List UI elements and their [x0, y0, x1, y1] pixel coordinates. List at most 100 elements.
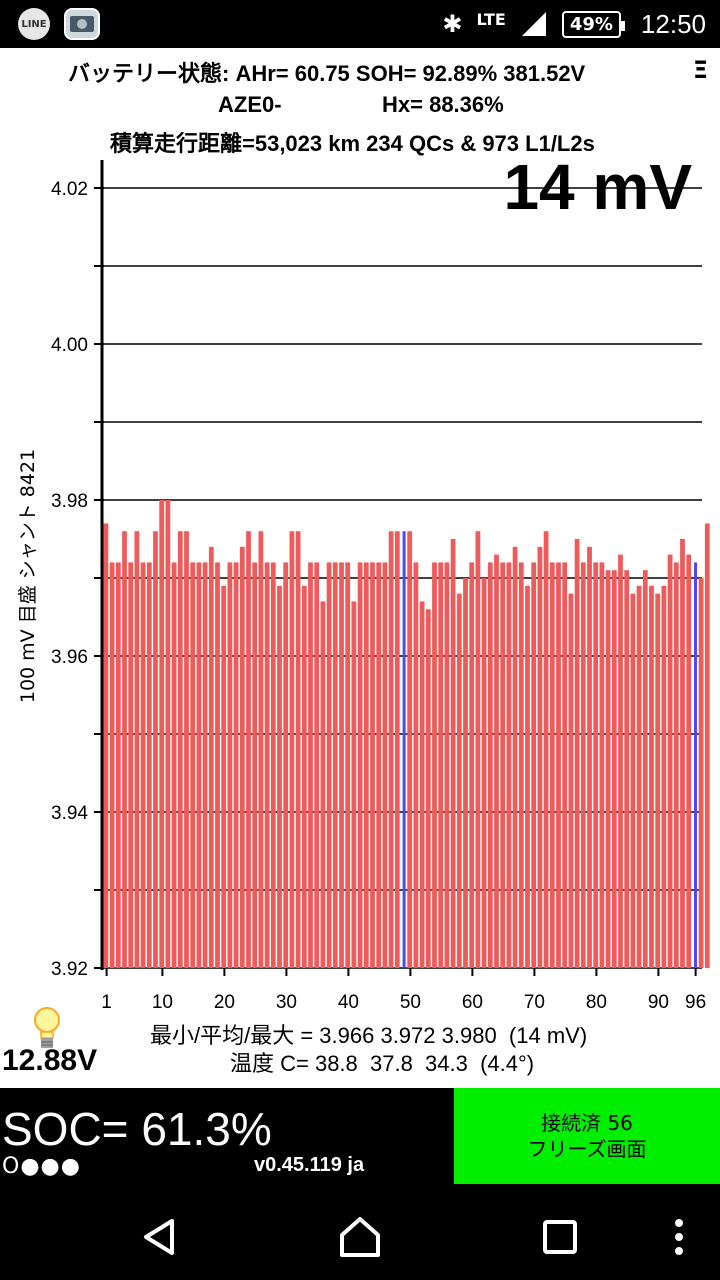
cell-bar-34 — [308, 562, 313, 968]
x-tick-label: 90 — [648, 992, 669, 1013]
cell-bar-37 — [326, 562, 332, 968]
cell-bar-31 — [289, 531, 295, 968]
cell-bar-29 — [277, 585, 282, 968]
x-tick-label: 40 — [338, 992, 359, 1013]
cell-bar-63 — [487, 562, 493, 968]
cell-bar-73 — [549, 562, 555, 968]
cell-bar-43 — [363, 562, 369, 968]
cell-bar-27 — [264, 562, 270, 968]
odometer-line: 積算走行距離=53,023 km 234 QCs & 973 L1/L2s — [110, 131, 595, 156]
cell-bar-45 — [376, 562, 382, 968]
cell-bar-23 — [239, 546, 245, 968]
cell-bar-89 — [649, 585, 654, 968]
soc-panel: SOC= 61.3% O●●● v0.45.119 ja 接続済 56 フリーズ… — [0, 1088, 720, 1190]
cell-bar-55 — [438, 562, 444, 968]
cell-bar-1 — [103, 523, 109, 968]
x-tick-label: 30 — [276, 992, 297, 1013]
y-tick-label: 3.94 — [51, 803, 88, 824]
cell-bar-87 — [636, 585, 642, 968]
cell-bar-25 — [252, 562, 258, 968]
cell-bar-38 — [332, 562, 338, 968]
more-options-icon[interactable] — [654, 1212, 704, 1262]
cell-bar-71 — [537, 546, 543, 968]
cell-bar-46 — [382, 562, 388, 968]
cell-bar-97 — [698, 578, 704, 968]
cell-bar-4 — [122, 531, 127, 968]
leafspy-app-icon — [64, 8, 100, 40]
cell-bar-16 — [196, 562, 202, 968]
cell-voltage-chart[interactable]: 4.02 4.00 3.98 3.96 3.94 3.92 1 10 20 30 40 50 60 70 8… — [0, 160, 720, 1020]
cell-bar-78 — [580, 562, 586, 968]
y-axis-label: 100 mV 目盛 シャント 8421 — [17, 449, 39, 703]
cell-bar-41 — [351, 601, 357, 968]
cell-bar-76 — [568, 593, 574, 968]
cell-bar-21 — [227, 562, 233, 968]
y-tick-label: 4.02 — [51, 179, 88, 200]
lte-label: LTE — [476, 9, 506, 29]
cell-bar-8 — [146, 562, 152, 968]
cell-bar-85 — [624, 570, 630, 968]
cell-bar-94 — [680, 539, 685, 968]
cell-bar-12 — [171, 562, 177, 968]
cell-bar-93 — [673, 562, 679, 968]
battery-status-line: バッテリー状態: AHr= 60.75 SOH= 92.89% 381.52V — [68, 61, 586, 86]
cell-bar-40 — [345, 562, 351, 968]
cell-bar-6 — [134, 531, 140, 968]
hx-label: Hx= 88.36% — [382, 92, 504, 117]
x-tick-label: 20 — [214, 992, 235, 1013]
bluetooth-icon: ✱ — [442, 10, 463, 38]
y-tick-label: 3.98 — [51, 491, 88, 512]
cell-bar-91 — [661, 585, 667, 968]
cell-bar-56 — [444, 562, 450, 968]
cell-bar-28 — [270, 562, 276, 968]
cell-bar-48 — [394, 531, 400, 968]
clock: 12:50 — [640, 8, 706, 39]
cell-bar-42 — [357, 562, 363, 968]
y-tick-label: 3.92 — [51, 959, 88, 980]
back-icon[interactable] — [135, 1212, 185, 1262]
cell-bar-86 — [630, 593, 636, 968]
cell-bar-54 — [432, 562, 437, 968]
cell-bar-60 — [469, 562, 475, 968]
cell-bar-36 — [320, 601, 326, 968]
cell-bar-66 — [506, 562, 512, 968]
cell-bar-20 — [221, 585, 227, 968]
cell-bar-15 — [190, 562, 196, 968]
freeze-screen-label: フリーズ画面 — [527, 1137, 647, 1161]
x-tick-label: 50 — [400, 992, 421, 1013]
x-tick-label: 60 — [462, 992, 483, 1013]
min-avg-max-stats: 最小/平均/最大 = 3.966 3.972 3.980 (14 mV) — [150, 1023, 588, 1048]
cell-bar-5 — [128, 562, 134, 968]
version-label: v0.45.119 ja — [254, 1154, 365, 1176]
y-tick-label: 4.00 — [51, 335, 88, 356]
cell-bar-82 — [605, 570, 611, 968]
cell-bar-17 — [202, 562, 208, 968]
cell-bar-14 — [184, 531, 189, 968]
cell-bar-59 — [463, 578, 468, 968]
cell-bar-70 — [531, 562, 537, 968]
cell-bar-7 — [140, 562, 146, 968]
cell-bar-49 — [402, 531, 406, 968]
cell-bar-52 — [419, 601, 425, 968]
cell-bar-44 — [370, 562, 375, 968]
cell-bar-81 — [599, 562, 605, 968]
bulb-icon — [34, 1007, 60, 1048]
cell-bar-39 — [339, 562, 344, 968]
cell-bar-3 — [115, 562, 121, 968]
home-icon[interactable] — [335, 1212, 385, 1262]
menu-icon[interactable]: Ξ — [692, 56, 708, 84]
connection-status-button[interactable]: 接続済 56 フリーズ画面 — [454, 1088, 720, 1184]
cell-bar-79 — [587, 546, 592, 968]
cell-bar-84 — [618, 554, 623, 968]
recent-apps-icon[interactable] — [535, 1212, 585, 1262]
cell-bar-18 — [208, 546, 214, 968]
soc-dots: O●●● — [2, 1154, 81, 1179]
cell-bar-24 — [246, 531, 251, 968]
x-tick-label: 96 — [685, 992, 706, 1013]
cell-bar-19 — [215, 562, 220, 968]
cell-bar-50 — [407, 531, 413, 968]
cell-bar-32 — [295, 531, 301, 968]
signal-icon — [521, 12, 546, 36]
cell-bar-67 — [512, 546, 518, 968]
x-tick-label: 10 — [152, 992, 173, 1013]
